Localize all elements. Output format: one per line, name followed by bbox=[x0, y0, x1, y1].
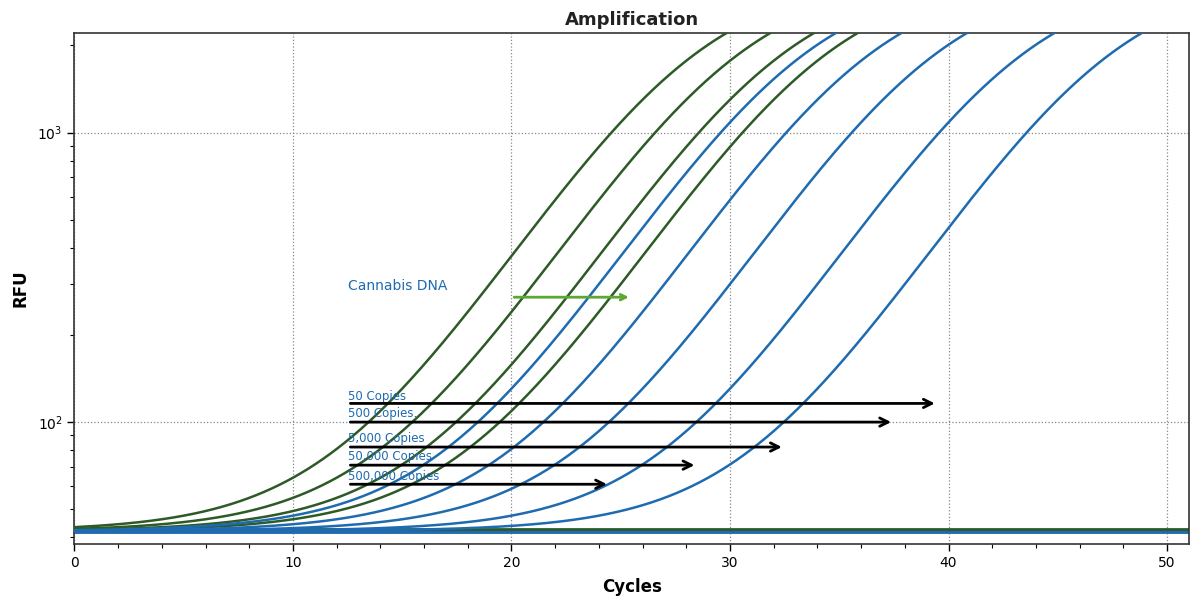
Text: 500,000 Copies: 500,000 Copies bbox=[348, 470, 439, 483]
X-axis label: Cycles: Cycles bbox=[601, 578, 661, 596]
Text: 5,000 Copies: 5,000 Copies bbox=[348, 432, 424, 445]
Text: Cannabis DNA: Cannabis DNA bbox=[348, 279, 446, 293]
Title: Amplification: Amplification bbox=[564, 11, 698, 29]
Text: 500 Copies.: 500 Copies. bbox=[348, 407, 416, 420]
Text: 50,000 Copies: 50,000 Copies bbox=[348, 450, 432, 463]
Text: 50 Copies: 50 Copies bbox=[348, 390, 406, 402]
Y-axis label: RFU: RFU bbox=[11, 270, 29, 307]
